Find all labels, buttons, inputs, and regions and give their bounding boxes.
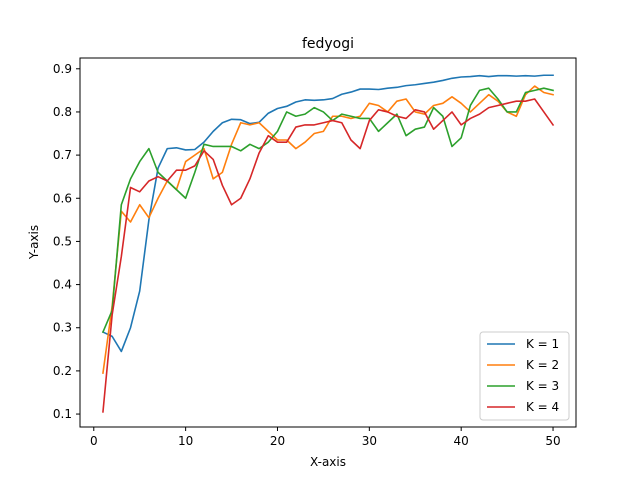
series-line-k1 (101, 74, 554, 353)
x-axis-ticks: 0 10 20 30 40 50 (90, 427, 561, 448)
legend-label-k2: K = 2 (526, 358, 559, 372)
x-tick-label: 0 (90, 434, 98, 448)
legend-label-k1: K = 1 (526, 337, 559, 351)
y-axis-title: Y-axis (27, 225, 41, 260)
legend-items: K = 1 K = 2 K = 3 K = 4 (487, 337, 559, 414)
y-axis-ticks: 0.1 0.2 0.3 0.4 0.5 0.6 0.7 0.8 0.9 (53, 62, 80, 421)
x-tick-label: 50 (545, 434, 560, 448)
series-line-k2 (102, 85, 555, 374)
y-tick-label: 0.3 (53, 321, 72, 335)
series-layer (101, 74, 555, 413)
y-tick-label: 0.5 (53, 234, 72, 248)
y-tick-label: 0.6 (53, 191, 72, 205)
x-tick-label: 40 (454, 434, 469, 448)
legend-label-k3: K = 3 (526, 379, 559, 393)
x-tick-label: 30 (362, 434, 377, 448)
y-tick-label: 0.9 (53, 62, 72, 76)
legend-label-k4: K = 4 (526, 400, 559, 414)
series-line-k3 (101, 87, 555, 334)
x-tick-label: 20 (270, 434, 285, 448)
legend-box (479, 331, 570, 421)
y-tick-label: 0.8 (53, 105, 72, 119)
y-tick-label: 0.2 (53, 364, 72, 378)
series-line-k4 (102, 98, 555, 413)
y-tick-label: 0.4 (53, 278, 72, 292)
plot-frame (79, 57, 577, 428)
legend: K = 1 K = 2 K = 3 K = 4 (479, 331, 570, 421)
y-tick-label: 0.1 (53, 407, 72, 421)
y-tick-label: 0.7 (53, 148, 72, 162)
x-axis-title: X-axis (310, 455, 346, 469)
chart-title: fedyogi (302, 36, 354, 52)
x-tick-label: 10 (178, 434, 193, 448)
